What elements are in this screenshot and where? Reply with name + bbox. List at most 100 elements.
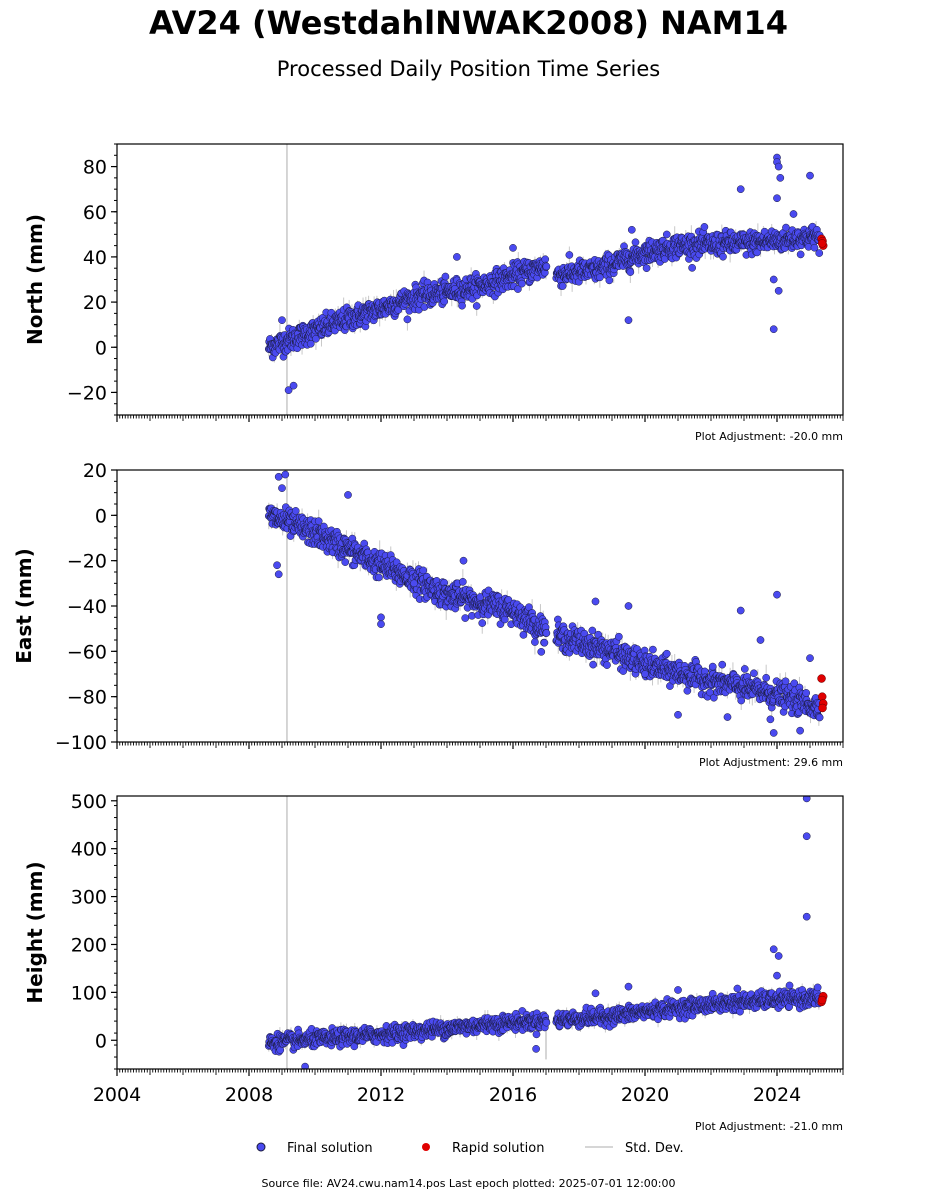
final-solution-point xyxy=(603,661,611,669)
final-solution-point xyxy=(700,223,709,231)
final-solution-point xyxy=(769,275,778,284)
y-tick-label: 60 xyxy=(83,202,107,224)
final-solution-point xyxy=(662,230,671,239)
final-solution-point xyxy=(806,171,814,180)
final-solution-point xyxy=(537,648,546,656)
final-solution-point xyxy=(719,252,727,261)
y-tick-label: 0 xyxy=(95,505,107,527)
final-solution-point xyxy=(591,597,600,606)
plot-adjustment-note: Plot Adjustment: 29.6 mm xyxy=(699,756,843,769)
final-solution-point xyxy=(796,726,804,735)
final-solution-point xyxy=(441,272,450,281)
final-solution-point xyxy=(459,556,468,565)
y-tick-label: 40 xyxy=(83,247,107,269)
final-solution-point xyxy=(769,325,778,334)
final-solution-point xyxy=(642,264,651,273)
final-solution-point xyxy=(781,677,790,686)
final-solution-point xyxy=(605,276,614,285)
rapid-solution-point xyxy=(818,703,827,713)
final-solution-point xyxy=(517,279,526,288)
final-solution-point xyxy=(815,713,824,722)
final-solution-point xyxy=(662,649,671,658)
final-solution-point xyxy=(589,660,597,669)
final-solution-point xyxy=(631,238,640,247)
final-solution-point xyxy=(789,210,798,218)
final-solution-point xyxy=(596,273,604,282)
final-solution-point xyxy=(478,619,487,627)
final-solution-point xyxy=(468,611,476,620)
final-solution-point xyxy=(274,472,283,481)
final-solution-point xyxy=(453,253,461,261)
final-solution-point xyxy=(542,1018,551,1027)
chart-title: AV24 (WestdahlNWAK2008) NAM14 xyxy=(148,4,789,42)
final-solution-point xyxy=(289,381,298,390)
final-solution-point xyxy=(766,715,775,724)
final-solution-point xyxy=(273,561,281,570)
final-solution-point xyxy=(458,577,467,586)
y-tick-label: 20 xyxy=(83,460,107,482)
final-solution-point xyxy=(531,638,539,646)
y-tick-label: −100 xyxy=(55,732,107,754)
final-solution-point xyxy=(708,662,717,671)
final-solution-point xyxy=(542,629,551,637)
chart-subtitle: Processed Daily Position Time Series xyxy=(276,57,661,81)
final-solution-point xyxy=(773,590,781,599)
final-solution-point xyxy=(649,645,657,654)
final-solution-point xyxy=(284,386,293,395)
final-solution-point xyxy=(750,669,758,678)
final-solution-point xyxy=(344,491,352,499)
plot-area xyxy=(264,470,828,742)
final-solution-point xyxy=(312,334,320,343)
y-tick-label: 20 xyxy=(83,292,107,314)
final-solution-point xyxy=(723,713,732,721)
final-solution-point xyxy=(774,286,783,295)
final-solution-point xyxy=(278,316,286,324)
final-solution-point xyxy=(314,517,323,525)
final-solution-point xyxy=(558,282,567,290)
final-solution-point xyxy=(540,638,549,647)
final-solution-point xyxy=(762,673,771,682)
y-tick-label: 0 xyxy=(95,337,107,359)
final-solution-point xyxy=(615,632,623,641)
final-solution-point xyxy=(291,507,300,515)
final-solution-point xyxy=(341,558,350,566)
panel-north: −20 0 20 40 60 80 North (mm) Plot Adjustment: -… xyxy=(23,143,844,443)
final-solution-point xyxy=(403,315,412,324)
final-solution-point xyxy=(796,250,805,259)
final-solution-point xyxy=(588,626,597,635)
y-tick-label: −40 xyxy=(67,596,107,618)
final-solution-point xyxy=(776,174,785,182)
y-axis-label: North (mm) xyxy=(23,214,47,345)
final-solution-point xyxy=(519,631,528,639)
final-solution-point xyxy=(810,243,819,252)
final-solution-point xyxy=(377,613,385,622)
y-tick-label: −80 xyxy=(67,687,107,709)
final-solution-point xyxy=(683,686,692,695)
rapid-solution-point xyxy=(817,239,827,248)
final-solution-point xyxy=(281,470,290,479)
y-axis-label: East (mm) xyxy=(12,548,36,664)
y-tick-label: 80 xyxy=(83,157,107,179)
final-solution-point xyxy=(736,606,745,615)
final-solution-point xyxy=(626,268,635,276)
final-solution-point xyxy=(472,302,481,310)
final-solution-point xyxy=(440,297,449,306)
final-solution-point xyxy=(624,316,633,324)
y-tick-label: −60 xyxy=(67,641,107,663)
final-solution-point xyxy=(753,248,761,257)
final-solution-point xyxy=(756,636,765,644)
final-solution-point xyxy=(458,301,466,310)
final-solution-point xyxy=(815,249,824,257)
final-solution-point xyxy=(740,665,749,673)
y-tick-label: −20 xyxy=(67,382,107,404)
final-solution-point xyxy=(377,620,385,628)
final-solution-point xyxy=(627,225,636,234)
final-solution-point xyxy=(773,194,781,203)
final-solution-point xyxy=(532,1030,541,1039)
plot-area xyxy=(264,796,828,1069)
final-solution-point xyxy=(624,602,633,610)
y-tick-label: −20 xyxy=(67,551,107,573)
final-solution-point xyxy=(688,263,696,272)
